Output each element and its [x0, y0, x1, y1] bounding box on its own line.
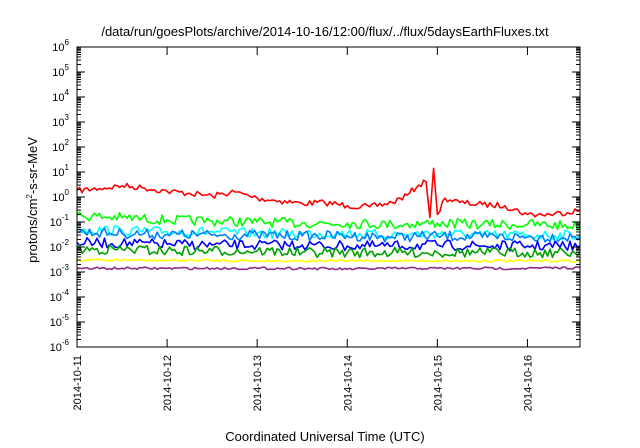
x-tick-label: 2014-10-15	[432, 355, 444, 411]
x-tick-label: 2014-10-16	[522, 355, 534, 411]
y-tick-label: 10-4	[50, 288, 70, 304]
y-tick-label: 10-5	[50, 313, 70, 329]
x-tick-label: 2014-10-13	[252, 355, 264, 411]
plot-frame	[76, 46, 581, 348]
series-layer	[76, 167, 581, 271]
y-axis-label-rest: -s-sr-MeV	[25, 137, 40, 194]
series-line-5	[76, 244, 581, 259]
series-line-3	[76, 227, 581, 243]
y-tick-label: 10-3	[50, 263, 70, 279]
y-axis-label-sup: 2	[25, 194, 34, 199]
y-tick-label: 101	[52, 163, 69, 179]
series-line-6	[77, 258, 581, 263]
y-axis-label: protons/cm2-s-sr-MeV	[25, 137, 40, 263]
y-tick-label: 10-2	[50, 238, 70, 254]
series-line-1	[76, 211, 581, 231]
chart-title: /data/run/goesPlots/archive/2014-10-16/1…	[101, 24, 549, 39]
y-tick-label: 105	[52, 63, 69, 79]
y-tick-label: 104	[52, 88, 69, 104]
x-tick-label: 2014-10-14	[342, 355, 354, 411]
y-tick-label: 102	[52, 138, 69, 154]
y-tick-label: 106	[52, 38, 69, 54]
x-tick-label: 2014-10-12	[162, 355, 174, 411]
y-tick-label: 100	[52, 188, 69, 204]
series-line-0	[76, 167, 581, 219]
y-tick-label: 10-6	[50, 338, 70, 354]
svg-text:protons/cm2-s-sr-MeV: protons/cm2-s-sr-MeV	[25, 137, 40, 263]
series-line-2	[76, 225, 581, 241]
y-tick-label: 103	[52, 113, 69, 129]
x-tick-label: 2014-10-11	[72, 355, 84, 410]
y-tick-label: 10-1	[50, 213, 70, 229]
x-axis-label: Coordinated Universal Time (UTC)	[225, 429, 424, 444]
axes-layer: 10-6 10-5 10-4 10-3 10-2 10-1 100 101 102 103 104 1…	[50, 38, 581, 411]
series-line-7	[76, 266, 581, 271]
y-axis-label-main: protons/cm	[25, 199, 40, 263]
